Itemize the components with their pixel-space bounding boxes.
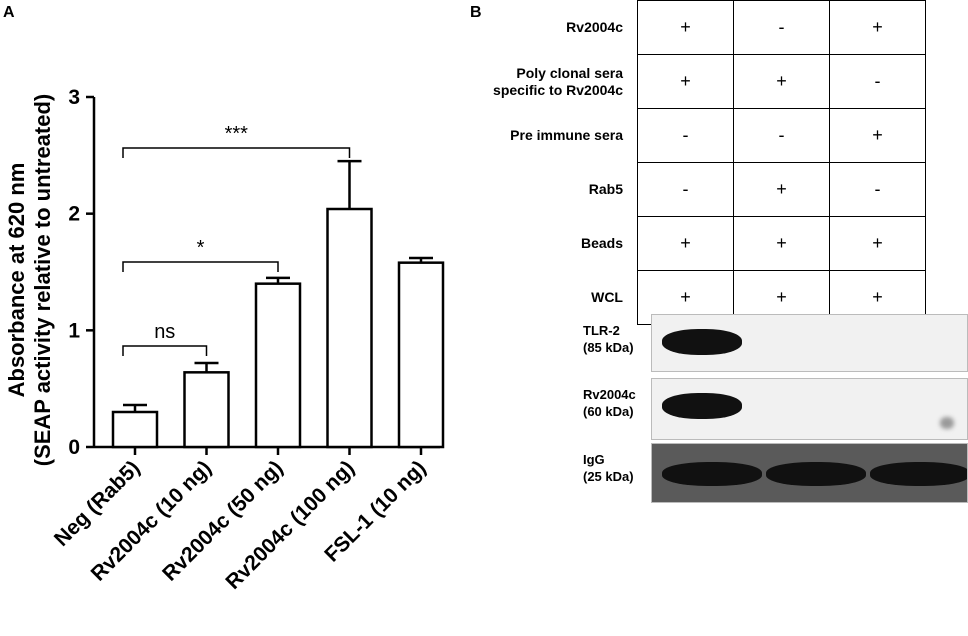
condition-table: Rv2004c + - + Poly clonal sera specific to R… [483, 0, 926, 325]
significance-bracket [122, 345, 208, 356]
blot-protein-name: Rv2004c [583, 387, 636, 402]
significance-label: ns [154, 321, 175, 343]
condition-cell: + [829, 216, 926, 271]
blot-image [651, 378, 968, 440]
condition-cell: + [829, 0, 926, 55]
significance-bracket [122, 261, 279, 272]
x-tick-label: Rv2004c (10 ng) [87, 456, 216, 585]
condition-cell: + [829, 108, 926, 163]
blot-label: Rv2004c (60 kDa) [583, 386, 636, 420]
y-tick-label: 1 [68, 319, 80, 342]
blot-band [662, 329, 742, 355]
condition-cell: - [637, 162, 734, 217]
bar [183, 371, 230, 449]
condition-cell: - [829, 162, 926, 217]
blot-band [766, 462, 866, 486]
condition-cell: - [733, 108, 830, 163]
condition-label: Rv2004c [566, 19, 623, 35]
panel-b-letter: B [470, 4, 482, 21]
blot-label: IgG (25 kDa) [583, 451, 634, 485]
blot-band [870, 462, 967, 486]
blot-protein-name: TLR-2 [583, 323, 620, 338]
blot-protein-size: (85 kDa) [583, 340, 634, 355]
condition-label: Pre immune sera [510, 127, 623, 143]
panel-a-letter: A [3, 4, 15, 21]
blot-band [662, 462, 762, 486]
condition-row: Pre immune sera - - + [483, 108, 926, 163]
condition-row: Beads + + + [483, 216, 926, 271]
condition-cell: - [829, 54, 926, 109]
x-tick-label: Rv2004c (100 ng) [221, 456, 359, 594]
y-tick-label: 0 [68, 436, 80, 459]
condition-cell: + [733, 54, 830, 109]
condition-cell: + [637, 54, 734, 109]
blot-protein-name: IgG [583, 452, 605, 467]
condition-row: Poly clonal sera specific to Rv2004c + + - [483, 54, 926, 109]
condition-row: Rv2004c + - + [483, 0, 926, 55]
bar [254, 282, 302, 449]
condition-label: WCL [591, 289, 623, 305]
condition-row: Rab5- + - [483, 162, 926, 217]
blot-protein-size: (25 kDa) [583, 469, 634, 484]
y-tick-label: 2 [68, 203, 80, 226]
condition-label: Beads [580, 235, 623, 251]
significance-label: * [197, 237, 205, 259]
significance-bracket [122, 147, 351, 158]
condition-cell: + [733, 216, 830, 271]
condition-label: Rab5 [588, 181, 623, 197]
blot-image [651, 443, 968, 503]
condition-cell: + [637, 0, 734, 55]
significance-label: *** [225, 123, 249, 145]
x-tick-label: Rv2004c (50 ng) [158, 456, 287, 585]
bar [326, 207, 373, 449]
bar [111, 410, 159, 449]
blot-label: TLR-2 (85 kDa) [583, 322, 634, 356]
blot-image [651, 314, 968, 372]
condition-cell: - [733, 0, 830, 55]
y-tick-label: 3 [68, 86, 80, 109]
bar [397, 261, 445, 449]
condition-cell: + [733, 162, 830, 217]
condition-cell: + [637, 216, 734, 271]
condition-cell: - [637, 108, 734, 163]
blot-band [940, 417, 954, 429]
blot-protein-size: (60 kDa) [583, 404, 634, 419]
blot-band [662, 393, 742, 419]
condition-label: Poly clonal sera specific to Rv2004c [493, 64, 623, 98]
